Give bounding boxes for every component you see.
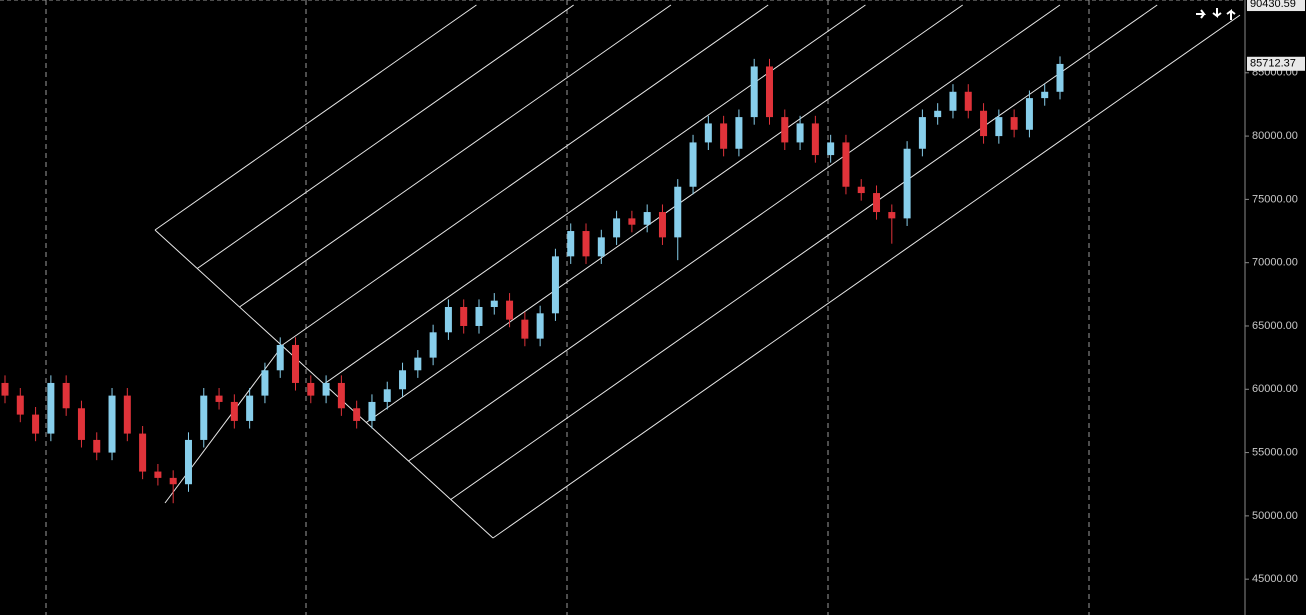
y-tick-label: 70000.00 [1252, 257, 1298, 269]
candle-body [490, 300, 498, 307]
andrews-pitchfork [154, 4, 1241, 539]
candle-body [353, 408, 361, 421]
scroll-right[interactable] [1196, 9, 1206, 19]
candle-body [980, 110, 988, 137]
fork-line [196, 4, 574, 269]
fork-line [239, 4, 672, 308]
candle-body [292, 344, 300, 383]
fork-line [492, 14, 1241, 539]
candle-body [77, 408, 85, 440]
candle-body [628, 218, 636, 225]
candle-body [811, 123, 819, 156]
nav-arrows[interactable] [1196, 8, 1236, 20]
fork-line [450, 4, 1158, 500]
candle-body [536, 313, 544, 339]
candle-body [200, 395, 208, 440]
fork-line [281, 4, 769, 346]
candle-body [842, 142, 850, 187]
candle-body [613, 218, 621, 238]
candle-body [750, 66, 758, 118]
candle-body [1056, 63, 1064, 92]
candle-body [521, 319, 529, 339]
candle-body [154, 471, 162, 478]
candle-body [674, 186, 682, 238]
candle-body [414, 357, 422, 371]
y-tick-label: 55000.00 [1252, 446, 1298, 458]
time-separators [45, 0, 1090, 615]
candle-body [689, 142, 697, 187]
candle-body [184, 439, 192, 485]
price-label-box [1247, 0, 1305, 12]
fork-line [408, 4, 1061, 462]
candle-body [123, 395, 131, 434]
price-label: 85712.37 [1250, 58, 1296, 70]
candle-body [368, 401, 376, 421]
scale-down[interactable] [1212, 8, 1222, 18]
candle-body [169, 477, 177, 485]
candle-body [307, 382, 315, 396]
y-tick-label: 45000.00 [1252, 573, 1298, 585]
candle-body [704, 123, 712, 143]
candle-body [827, 142, 835, 156]
candle-body [16, 395, 24, 415]
candle-body [720, 123, 728, 149]
candle-body [399, 370, 407, 390]
y-tick-label: 50000.00 [1252, 510, 1298, 522]
candle-body [995, 117, 1003, 137]
candle-body [873, 193, 881, 213]
candle-body [139, 433, 147, 472]
candle-body [857, 186, 865, 194]
candle-body [597, 237, 605, 257]
candle-body [506, 300, 514, 320]
candle-body [261, 370, 269, 396]
candle-body [62, 382, 70, 409]
candle-body [918, 117, 926, 149]
candle-body [582, 231, 590, 257]
candle-body [1010, 117, 1018, 130]
scale-up[interactable] [1226, 9, 1236, 20]
y-tick-label: 80000.00 [1252, 130, 1298, 142]
fork-line [154, 4, 477, 231]
candle-body [215, 395, 223, 402]
y-tick-label: 60000.00 [1252, 383, 1298, 395]
fork-line [323, 4, 866, 385]
candle-body [475, 306, 483, 326]
candle-body [949, 91, 957, 111]
candle-body [888, 212, 896, 219]
candle-body [934, 110, 942, 118]
candle-body [47, 382, 55, 434]
price-label-box [1247, 56, 1305, 71]
y-tick-label: 65000.00 [1252, 320, 1298, 332]
candle-body [1041, 91, 1049, 99]
candle-body [230, 401, 238, 421]
candle-body [735, 117, 743, 149]
candle-body [796, 123, 804, 143]
candle-body [444, 306, 452, 333]
candle-body [658, 212, 666, 238]
candle-body [567, 231, 575, 257]
price-label: 90430.59 [1250, 0, 1296, 10]
candle-body [429, 332, 437, 358]
candle-body [551, 256, 559, 314]
candle-body [93, 439, 101, 453]
candle-body [276, 344, 284, 371]
candle-body [781, 117, 789, 143]
candle-body [322, 382, 330, 396]
candle-body [383, 389, 391, 402]
candle-body [460, 306, 468, 326]
candle-body [1025, 98, 1033, 130]
candle-body [765, 66, 773, 118]
candle-body [643, 212, 651, 225]
candle-body [903, 148, 911, 219]
candle-body [108, 395, 116, 453]
candle-body [32, 414, 40, 434]
candle-body [337, 382, 345, 409]
candle-body [246, 395, 254, 421]
candle-body [964, 91, 972, 111]
y-tick-label: 75000.00 [1252, 193, 1298, 205]
candle-body [1, 382, 9, 396]
